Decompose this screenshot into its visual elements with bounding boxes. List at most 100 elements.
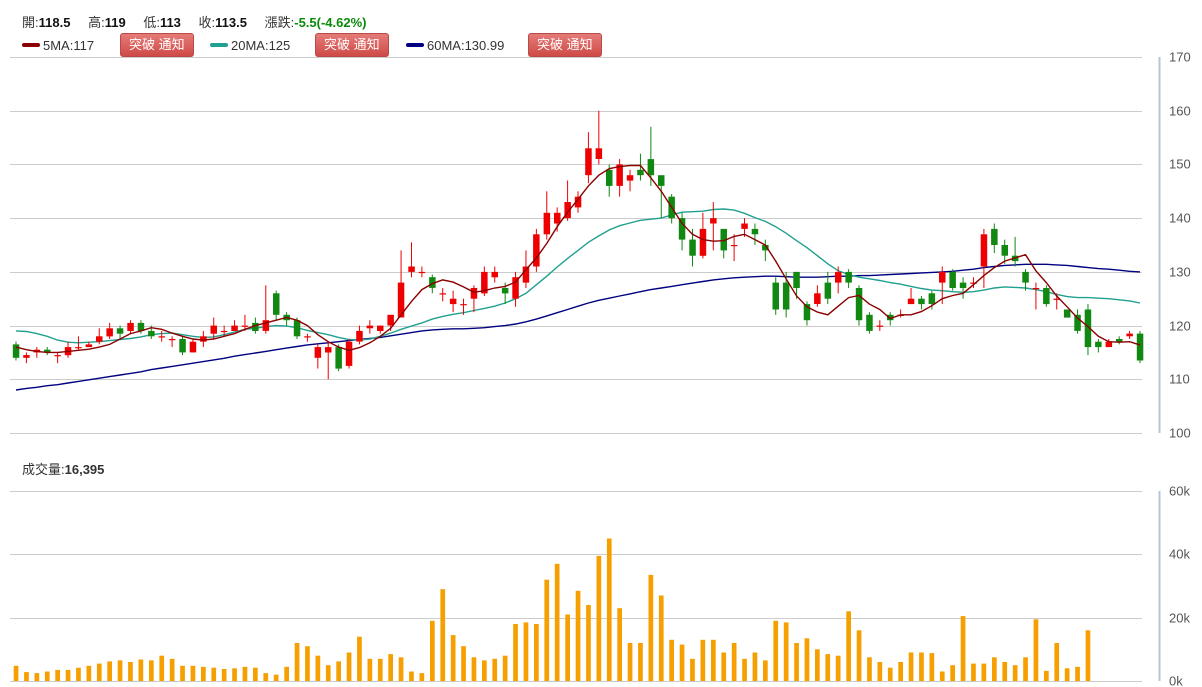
volume-bar [107, 661, 112, 681]
candle-up [54, 352, 61, 364]
volume-bar [690, 658, 695, 681]
volume-bar [1023, 657, 1028, 682]
candle-up [439, 287, 446, 302]
candle-up [543, 191, 551, 240]
volume-bar [835, 655, 841, 681]
volume-bar [950, 665, 955, 681]
candle-up [699, 212, 707, 259]
ma5-line [15, 164, 1141, 354]
ma20-alert-button[interactable]: 突破 通知 [315, 33, 389, 57]
candle-body [231, 325, 238, 331]
candle-up [512, 271, 519, 307]
candle-body [658, 175, 665, 186]
candle-body [210, 325, 217, 334]
candle-body [772, 282, 779, 310]
candle-body [522, 266, 530, 283]
ma20-text: 20MA:125 [231, 37, 291, 53]
candle-down [866, 312, 873, 334]
volume-bar [336, 661, 341, 681]
candle-body [762, 245, 769, 251]
volume-bar [513, 624, 518, 681]
volume-bar [939, 671, 945, 681]
candle-down [949, 269, 956, 291]
ma60-alert-button[interactable]: 突破 通知 [528, 33, 602, 57]
candle-body [626, 175, 634, 181]
candle-body [606, 169, 613, 186]
candle-body [44, 349, 51, 353]
candle-body [293, 320, 301, 337]
candle-up [64, 341, 72, 358]
volume-bar [617, 608, 622, 681]
volume-bar [565, 614, 570, 681]
candle-body [1084, 309, 1092, 348]
candle-body [325, 347, 332, 353]
volume-bar [346, 652, 352, 681]
candle-down [803, 301, 811, 326]
candle-up [356, 325, 363, 345]
volume-bar [482, 660, 487, 681]
volume-bar [648, 574, 654, 681]
volume-bar [430, 620, 435, 681]
volume-bar [1033, 619, 1039, 682]
candle-up [262, 285, 270, 334]
volume-bar [502, 655, 508, 681]
candle-up [876, 320, 884, 331]
volume-bar [898, 662, 903, 681]
candle-body [470, 288, 478, 299]
candle-up [304, 333, 311, 342]
volume-bar [367, 658, 373, 681]
candle-down [1001, 239, 1008, 264]
candle-body [397, 282, 405, 318]
candle-body [616, 164, 623, 186]
ma20-line [15, 208, 1141, 344]
price-axis-tick: 150 [1169, 157, 1191, 172]
candle-body [304, 336, 311, 338]
candle-body [699, 228, 707, 256]
volume-bar [981, 663, 987, 681]
ma5-legend-item: 5MA:117 [22, 33, 94, 57]
candle-up [939, 266, 946, 305]
price-axis-tick: 110 [1169, 372, 1190, 387]
volume-bar [388, 654, 393, 681]
candle-body [970, 282, 977, 284]
volume-bar [742, 658, 747, 681]
volume-axis-tick: 0k [1169, 674, 1183, 687]
ma5-alert-button[interactable]: 突破 通知 [120, 33, 194, 57]
volume-bar [679, 644, 685, 681]
candle-body [939, 271, 946, 283]
candle-up [554, 207, 561, 232]
candle-body [1001, 245, 1008, 256]
candle-body [1022, 271, 1029, 283]
candle-up [168, 336, 176, 348]
candle-up [710, 202, 717, 251]
volume-bar [138, 659, 144, 681]
candle-body [12, 344, 20, 358]
volume-bar [783, 622, 789, 681]
candle-body [803, 304, 811, 321]
volume-bar [1012, 665, 1018, 681]
candle-down [1095, 339, 1102, 353]
candle-down [959, 277, 967, 299]
candle-body [678, 218, 686, 240]
candle-body [814, 293, 821, 304]
ma60-swatch [406, 43, 424, 47]
volume-bar [1064, 668, 1070, 681]
volume-bar [658, 595, 664, 681]
candle-down [1074, 309, 1081, 334]
close-value: 113.5 [215, 15, 247, 30]
volume-bar [554, 563, 560, 681]
candle-body [116, 328, 124, 334]
volume-bar [669, 639, 674, 681]
candle-up [345, 339, 353, 369]
candle-up [835, 266, 842, 294]
candle-down [637, 153, 644, 181]
candle-body [564, 202, 571, 219]
volume-bar [794, 643, 799, 681]
candle-body [262, 320, 270, 331]
candle-down [1022, 269, 1029, 291]
candle-body [793, 271, 800, 288]
candle-body [1063, 309, 1071, 318]
change-value: -5.5(-4.62%) [294, 15, 367, 30]
volume-bar [13, 665, 19, 681]
